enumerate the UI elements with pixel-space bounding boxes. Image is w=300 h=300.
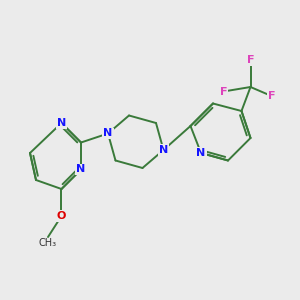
Text: N: N [57,118,66,128]
Text: CH₃: CH₃ [39,238,57,248]
Text: N: N [103,128,112,139]
Text: N: N [196,148,206,158]
Text: F: F [220,86,227,97]
Text: N: N [159,145,168,155]
Text: O: O [57,211,66,221]
Text: N: N [76,164,85,175]
Text: F: F [268,91,275,101]
Text: F: F [247,55,254,65]
